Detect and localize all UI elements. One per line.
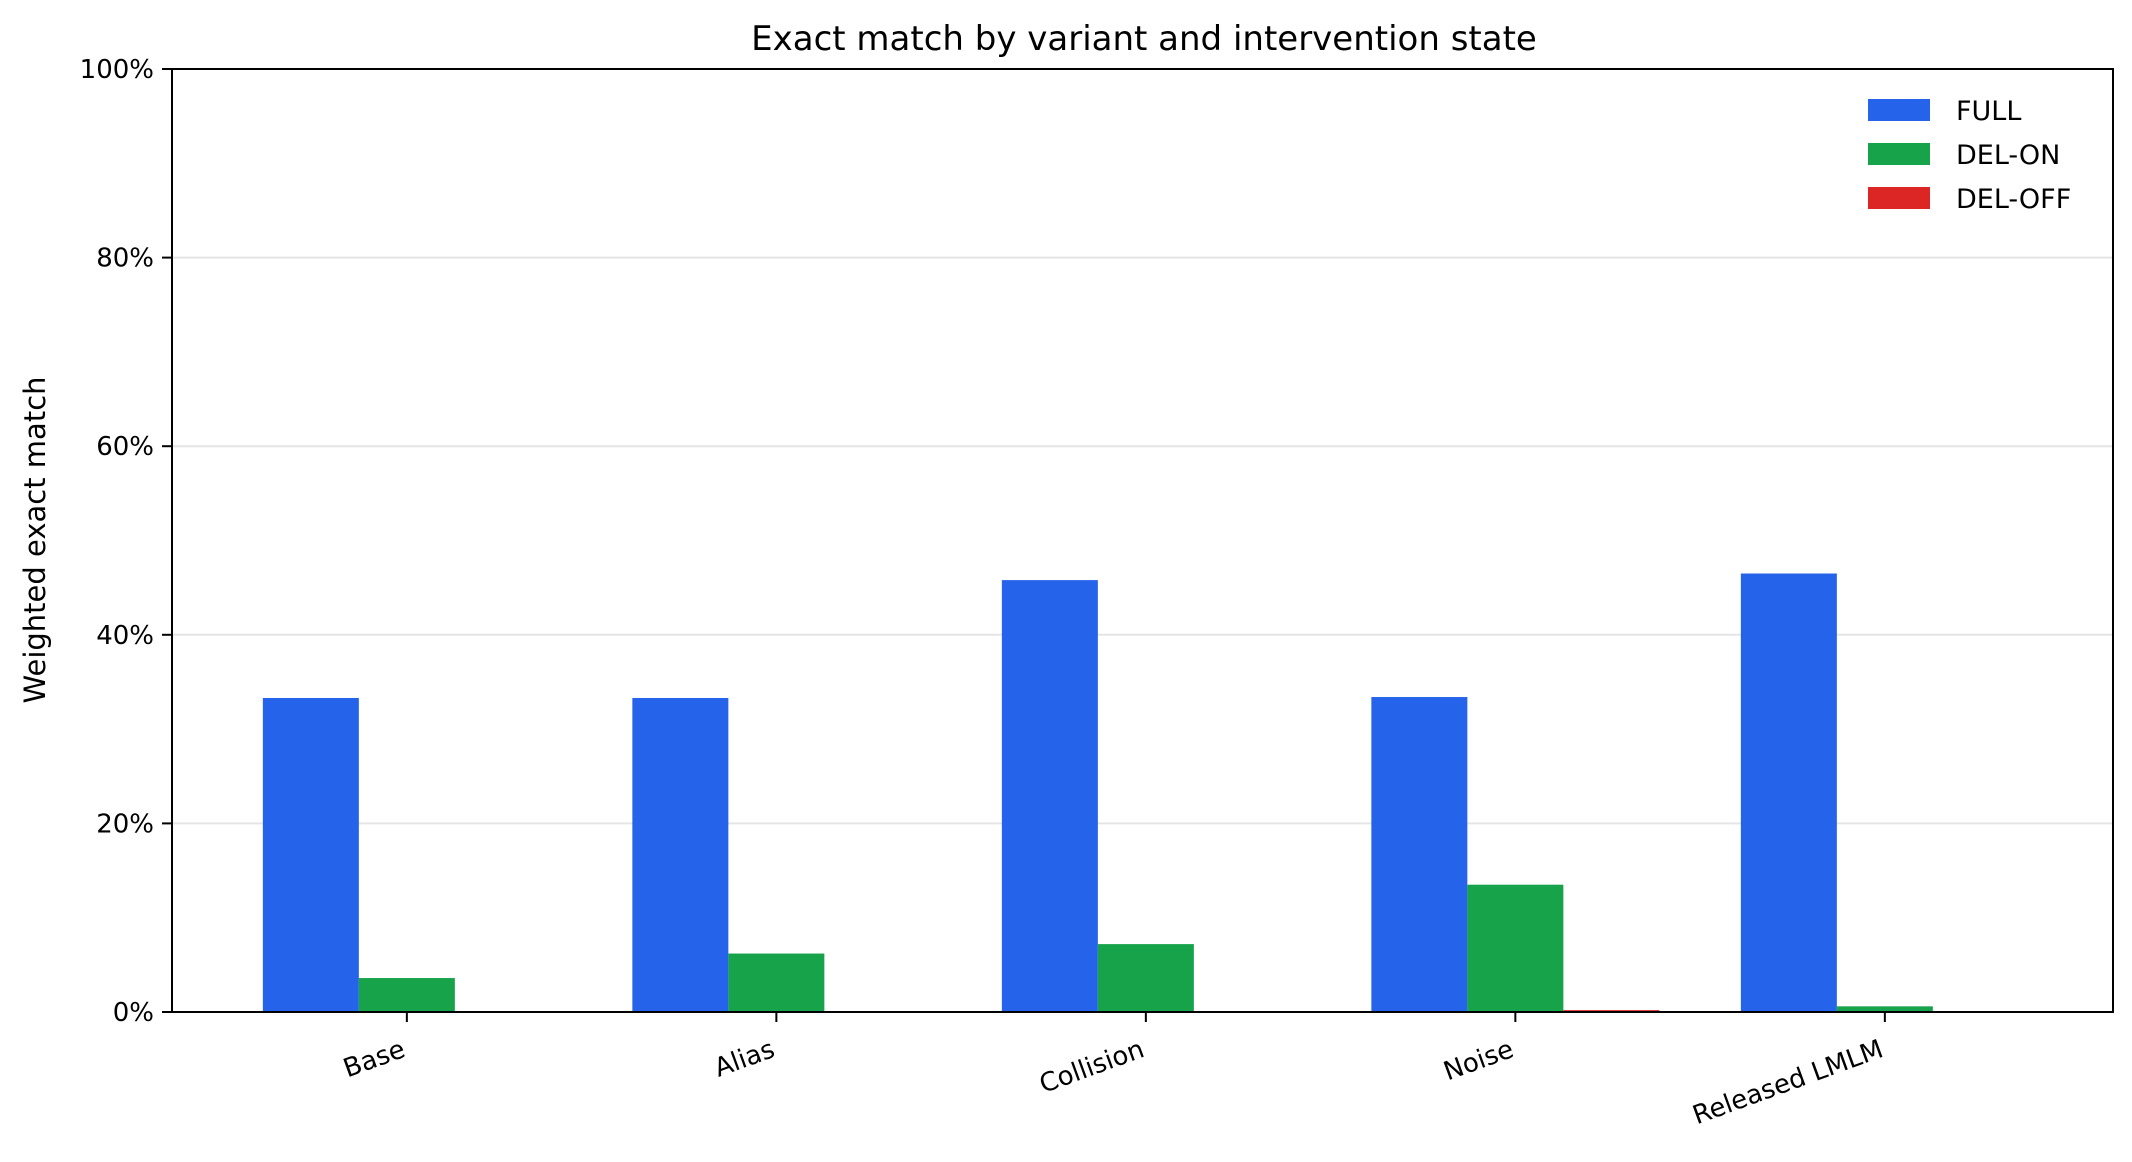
plot-frame	[171, 68, 2114, 1013]
legend-swatch-full	[1868, 99, 1930, 121]
legend-swatch-del-on	[1868, 143, 1930, 165]
bar-del-on-base	[358, 978, 455, 1012]
legend: FULL DEL-ON DEL-OFF	[1868, 96, 2071, 215]
x-tick-label: Noise	[1440, 1034, 1518, 1087]
y-tick-label: 40%	[96, 621, 154, 651]
y-tick-label: 80%	[96, 244, 154, 274]
bar-del-on-noise	[1467, 884, 1564, 1012]
legend-label-full: FULL	[1956, 96, 2021, 127]
bar-full-collision	[1001, 580, 1098, 1012]
bar-full-noise	[1371, 697, 1468, 1012]
x-tick-label: Released LMLM	[1689, 1034, 1887, 1131]
bar-full-base	[262, 697, 359, 1012]
bar-del-on-collision	[1097, 944, 1194, 1012]
y-axis-label: Weighted exact match	[18, 376, 52, 703]
bar-del-on-alias	[728, 953, 825, 1012]
chart-title: Exact match by variant and intervention …	[751, 19, 1537, 59]
legend-swatch-del-off	[1868, 187, 1930, 209]
x-tick-label: Collision	[1036, 1034, 1149, 1099]
y-tick-label: 60%	[96, 432, 154, 462]
bars-layer	[262, 573, 1933, 1012]
y-tick-label: 100%	[80, 55, 154, 85]
x-tick-label: Base	[339, 1034, 409, 1084]
y-tick-label: 0%	[113, 998, 154, 1028]
bar-full-alias	[632, 697, 729, 1012]
legend-label-del-on: DEL-ON	[1956, 140, 2060, 171]
y-tick-label: 20%	[96, 809, 154, 839]
bar-full-released-lmlm	[1740, 573, 1837, 1012]
legend-label-del-off: DEL-OFF	[1956, 184, 2071, 215]
bar-del-on-released-lmlm	[1836, 1006, 1933, 1012]
x-tick-label: Alias	[710, 1034, 778, 1083]
